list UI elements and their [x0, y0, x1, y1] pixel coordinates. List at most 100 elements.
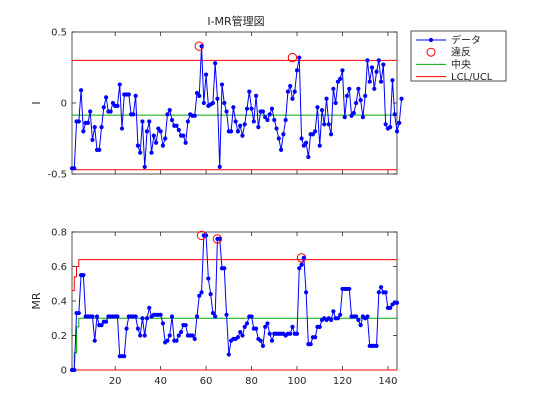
- i-chart-data-point: [251, 119, 256, 124]
- i-chart-data-point: [133, 93, 138, 98]
- i-chart-data-point: [203, 72, 209, 77]
- mr-chart-data-point: [147, 305, 152, 310]
- i-chart-data-point: [272, 117, 277, 123]
- i-chart-data-point: [210, 100, 216, 106]
- mr-chart-data-point: [244, 321, 250, 326]
- mr-chart-data-point: [240, 333, 245, 338]
- i-chart-data-point: [160, 143, 166, 148]
- legend-label: LCL/UCL: [451, 72, 493, 83]
- i-chart-data-point: [333, 100, 338, 106]
- mr-chart-data-point: [124, 326, 129, 331]
- i-chart-data-point: [353, 100, 359, 106]
- i-chart-data-point: [119, 126, 125, 131]
- mr-chart-data-point: [199, 290, 204, 295]
- i-chart-data-point: [292, 89, 297, 94]
- i-chart-data-point: [176, 127, 181, 133]
- mr-chart-data-point: [269, 338, 275, 343]
- mr-chart-data-point: [90, 314, 95, 319]
- mr-chart-data-point: [288, 331, 293, 336]
- mr-chart-data-point: [242, 324, 247, 329]
- i-chart-data-point: [322, 122, 327, 127]
- i-chart-data-point: [356, 86, 361, 91]
- i-chart-data-point: [306, 154, 311, 160]
- i-chart-data-point: [378, 79, 384, 84]
- i-chart-data-point: [342, 115, 347, 120]
- i-chart-plot-area: -0.5 0 0.5: [47, 28, 404, 181]
- i-chart-data-point: [194, 90, 200, 96]
- i-chart-data-point: [135, 143, 141, 148]
- mr-chart-data-point: [297, 266, 302, 271]
- i-chart-data-point: [153, 140, 159, 145]
- i-chart-data-point: [167, 108, 172, 113]
- i-chart-data-point: [244, 106, 250, 111]
- i-chart-data-point: [365, 58, 370, 63]
- mr-chart-data-point: [331, 309, 336, 314]
- mr-chart-data-point: [174, 338, 179, 343]
- mr-chart-data-point: [213, 314, 218, 319]
- i-chart-data-point: [174, 123, 179, 128]
- i-chart-data-point: [249, 106, 254, 111]
- mr-chart-data-point: [265, 321, 270, 326]
- mr-chart-data-point: [135, 326, 141, 331]
- i-chart-data-point: [183, 140, 188, 145]
- i-chart-data-point: [101, 105, 106, 110]
- mr-chart-data-point: [158, 312, 163, 317]
- i-chart-data-point: [397, 120, 402, 125]
- mr-chart-ylabel: MR: [30, 292, 43, 309]
- mr-chart-data-point: [301, 255, 306, 260]
- mr-chart-data-point: [294, 331, 300, 336]
- i-chart-data-point: [369, 65, 375, 70]
- mr-chart-data-point: [374, 343, 379, 348]
- i-chart-data-point: [151, 133, 156, 138]
- i-chart-ylabel: I: [30, 101, 43, 104]
- mr-chart-panel: MR 0 0.2 0.4 0.6 0.8 20 40 60 80 100 120 140: [30, 228, 400, 387]
- i-chart-data-point: [324, 96, 329, 101]
- mr-chart-ytick-label: 0.4: [51, 297, 67, 308]
- mr-chart-data-point: [253, 326, 259, 331]
- mr-chart-data-point: [290, 324, 295, 329]
- mr-chart-data-point: [388, 305, 393, 310]
- chart-title: I-MR管理図: [207, 14, 264, 28]
- i-chart-data-point: [392, 112, 397, 117]
- i-chart-data-point: [288, 83, 293, 89]
- i-chart-data-point: [363, 93, 368, 98]
- mr-chart-data-point: [267, 331, 272, 336]
- i-chart-data-point: [90, 137, 95, 143]
- i-chart-data-point: [231, 105, 236, 110]
- legend-item: 違反: [426, 46, 471, 59]
- i-chart-data-point: [181, 133, 186, 138]
- legend-label: 中央: [451, 58, 471, 71]
- mr-chart-data-point: [303, 290, 309, 295]
- mr-chart-data-point: [238, 329, 243, 335]
- i-chart-panel: I-MR管理図 I -0.5 0 0.5: [30, 14, 404, 181]
- mr-chart-xtick-label: 120: [333, 376, 352, 387]
- i-chart-data-point: [335, 79, 341, 84]
- i-chart-data-point: [319, 108, 325, 113]
- i-chart-data-point: [169, 117, 175, 123]
- legend-label: データ: [451, 34, 481, 47]
- i-chart-data-point: [383, 122, 388, 127]
- mr-chart-xtick-label: 100: [287, 376, 306, 387]
- legend-label: 違反: [451, 46, 471, 59]
- i-chart-data-point: [297, 55, 302, 60]
- i-chart-data-point: [372, 86, 377, 91]
- i-chart-data-point: [76, 119, 81, 124]
- i-chart-data-point: [265, 117, 270, 123]
- mr-chart-data-point: [115, 314, 120, 319]
- mr-chart-data-point: [378, 285, 384, 290]
- i-chart-data-point: [338, 76, 343, 81]
- i-chart-data-point: [126, 92, 131, 97]
- mr-chart-data-point: [353, 314, 359, 319]
- i-chart-data-point: [278, 147, 284, 152]
- i-chart-data-point: [267, 112, 272, 117]
- i-chart-data-point: [274, 126, 279, 131]
- i-chart-data-point: [242, 122, 247, 127]
- i-chart-data-point: [131, 112, 136, 117]
- mr-chart-data-point: [142, 333, 147, 338]
- mr-chart-data-point: [356, 317, 361, 323]
- legend-item: データ: [416, 34, 481, 47]
- mr-chart-data-point: [165, 338, 170, 343]
- mr-chart-ytick-label: 0.2: [51, 331, 67, 342]
- legend-item: 中央: [416, 58, 471, 71]
- mr-chart-data-point: [81, 273, 86, 278]
